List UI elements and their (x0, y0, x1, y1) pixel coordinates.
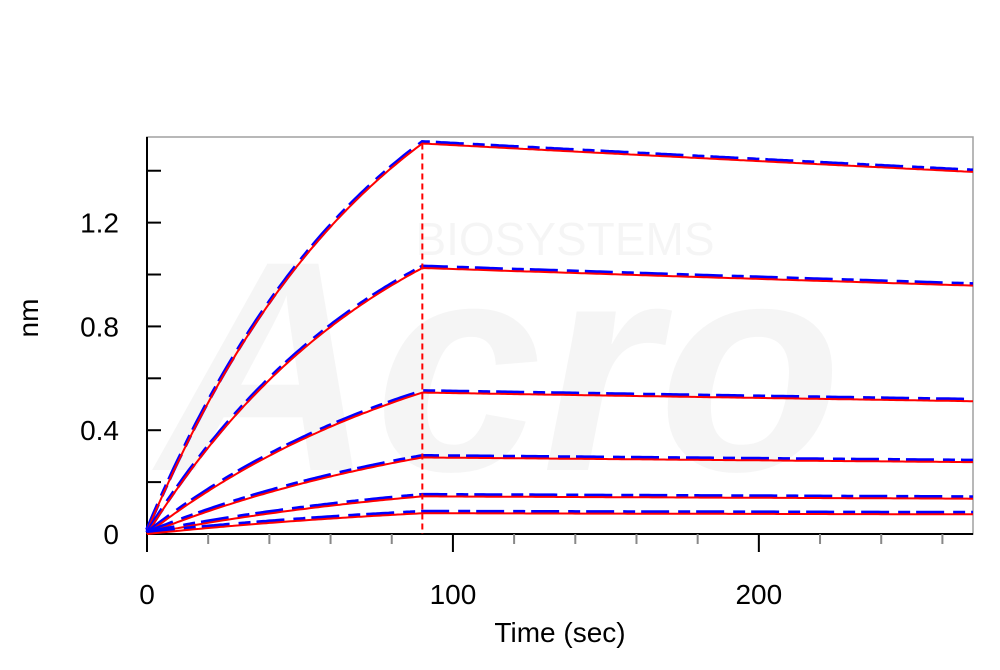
fit-curve-2 (146, 266, 974, 535)
fit-curve-6 (146, 512, 973, 535)
y-axis-title: nm (13, 299, 44, 338)
fit-curve-3 (146, 391, 973, 535)
x-tick-label: 0 (139, 579, 155, 610)
series-layer (145, 139, 974, 535)
tick-labels: 0 0.4 0.8 1.2 0 100 200 (80, 208, 782, 610)
y-tick-label: 1.2 (80, 208, 119, 239)
fit-curve-5 (146, 495, 973, 535)
data-trace-4 (146, 454, 973, 535)
x-tick-label: 100 (430, 579, 477, 610)
fit-curve-4 (146, 456, 973, 535)
y-axis-ticks (147, 169, 161, 535)
x-axis-title: Time (sec) (494, 617, 625, 648)
watermark-logo: Acro (149, 198, 842, 534)
y-tick-label: 0.8 (80, 311, 119, 342)
y-tick-label: 0 (103, 519, 119, 550)
data-trace-3 (145, 389, 973, 535)
fit-curve-1 (146, 142, 974, 532)
y-tick-label: 0.4 (80, 415, 119, 446)
x-axis-ticks (146, 534, 944, 552)
x-tick-label: 200 (735, 579, 782, 610)
